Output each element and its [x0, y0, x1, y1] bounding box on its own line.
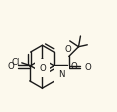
Text: N: N: [58, 70, 64, 79]
Text: Cl: Cl: [11, 58, 20, 67]
Text: O: O: [71, 62, 77, 71]
Text: O: O: [7, 62, 14, 71]
Text: O: O: [84, 63, 91, 72]
Text: O: O: [64, 45, 71, 54]
Text: O: O: [39, 64, 46, 73]
